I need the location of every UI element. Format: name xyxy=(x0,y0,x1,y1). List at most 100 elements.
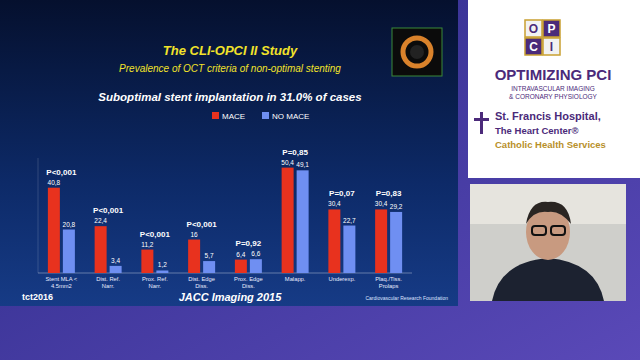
value-label: 30,4 xyxy=(328,200,341,207)
bars xyxy=(48,168,402,273)
category-line: Diss. xyxy=(195,283,208,289)
program: OPTIMIZING PCI xyxy=(495,66,612,83)
p-value: P=0,92 xyxy=(236,239,262,248)
category-label: Prox. EdgeDiss. xyxy=(234,276,263,289)
bar xyxy=(235,260,247,273)
logo-letter: C xyxy=(529,40,538,54)
category-label: Dist. Ref.Narr. xyxy=(96,276,120,289)
bar xyxy=(203,261,215,273)
logo-box xyxy=(543,20,560,37)
bar xyxy=(63,230,75,273)
logo-box xyxy=(525,38,542,55)
baseline xyxy=(38,273,412,274)
bar xyxy=(375,209,387,273)
title: The CLI-OPCI II Study xyxy=(163,43,298,58)
value-label: 29,2 xyxy=(390,203,403,210)
legend-label: MACE xyxy=(222,112,245,121)
meeting: tct2016 xyxy=(22,292,53,302)
value-label: 3,4 xyxy=(111,257,120,264)
logo-letter: P xyxy=(547,22,555,36)
oct-ring xyxy=(403,38,431,66)
category-label: Malapp. xyxy=(285,276,306,282)
value-label: 49,1 xyxy=(296,161,309,168)
background xyxy=(0,0,640,360)
program-subtitle: INTRAVASCULAR IMAGING xyxy=(511,85,595,92)
bar xyxy=(48,188,60,273)
category-line: Diss. xyxy=(242,283,255,289)
glasses-left xyxy=(532,226,546,235)
category-line: Malapp. xyxy=(285,276,306,282)
sidebar-panel xyxy=(468,0,640,178)
y-axis-line xyxy=(38,158,39,273)
legend-label: NO MACE xyxy=(272,112,309,121)
hospital-line: The Heart Center® xyxy=(495,125,579,136)
category-line: Stent MLA < xyxy=(46,276,78,282)
bar xyxy=(188,240,200,273)
labels: 40,820,8P<0,001Stent MLA <4.5mm222,43,4P… xyxy=(46,148,403,289)
value-label: 22,7 xyxy=(343,217,356,224)
category-line: Dist. Edge xyxy=(188,276,215,282)
p-value: P=0,83 xyxy=(376,189,402,198)
legend-swatch xyxy=(262,112,269,119)
hospital-line: St. Francis Hospital, xyxy=(495,110,601,122)
logo-box xyxy=(525,20,542,37)
glasses-right xyxy=(551,226,565,235)
value-label: 20,8 xyxy=(63,221,76,228)
bar xyxy=(156,270,168,273)
value-label: 30,4 xyxy=(375,200,388,207)
bar xyxy=(282,168,294,273)
value-label: 1,2 xyxy=(158,261,167,268)
subtitle: Prevalence of OCT criteria of non-optima… xyxy=(119,63,341,74)
cross-v xyxy=(480,112,483,134)
legend: MACE NO MACE xyxy=(212,112,309,121)
value-label: 5,7 xyxy=(205,252,214,259)
page-root: The CLI-OPCI II Study Prevalence of OCT c… xyxy=(0,0,640,360)
bar xyxy=(343,226,355,273)
bar xyxy=(141,250,153,273)
category-line: Prolaps xyxy=(379,283,399,289)
p-value: P<0,001 xyxy=(46,168,77,177)
program-subtitle: & CORONARY PHYSIOLOGY xyxy=(509,93,598,100)
category-line: Dist. Ref. xyxy=(96,276,120,282)
logo-letter: O xyxy=(529,22,538,36)
slide xyxy=(0,0,458,306)
logo-letter: I xyxy=(550,40,553,54)
value-label: 50,4 xyxy=(281,159,294,166)
p-value: P=0,07 xyxy=(329,189,355,198)
citation: JACC Imaging 2015 xyxy=(179,291,283,303)
bar xyxy=(95,226,107,273)
p-value: P<0,001 xyxy=(140,230,171,239)
bar xyxy=(390,212,402,273)
category-line: Narr. xyxy=(149,283,162,289)
bar xyxy=(328,209,340,273)
category-line: Prox. Edge xyxy=(234,276,263,282)
oct-image xyxy=(392,28,442,76)
value-label: 22,4 xyxy=(94,217,107,224)
p-value: P=0,85 xyxy=(282,148,308,157)
legend-swatch xyxy=(212,112,219,119)
foundation: Cardiovascular Research Foundation xyxy=(365,295,448,301)
value-label: 6,4 xyxy=(236,251,245,258)
heading: Suboptimal stent implantation in 31.0% o… xyxy=(98,91,361,103)
category-line: Plaq./Tiss. xyxy=(375,276,402,282)
cross-h xyxy=(474,118,489,121)
category-line: Prox. Ref. xyxy=(142,276,168,282)
hospital-line: Catholic Health Services xyxy=(495,139,606,150)
person-hair xyxy=(526,202,571,224)
value-label: 16 xyxy=(191,231,199,238)
person-body xyxy=(492,258,604,301)
value-label: 6,6 xyxy=(251,250,260,257)
bar xyxy=(110,266,122,273)
value-label: 11,2 xyxy=(141,241,154,248)
category-line: Narr. xyxy=(102,283,115,289)
bar xyxy=(250,259,262,273)
frame: The CLI-OPCI II Study Prevalence of OCT c… xyxy=(0,0,640,360)
category-line: 4.5mm2 xyxy=(51,283,72,289)
webcam xyxy=(470,184,626,301)
category-label: Dist. EdgeDiss. xyxy=(188,276,215,289)
category-line: Underexp. xyxy=(329,276,356,282)
logo-box xyxy=(543,38,560,55)
category-label: Underexp. xyxy=(329,276,356,282)
oct-lumen xyxy=(410,45,424,59)
bar xyxy=(297,170,309,273)
